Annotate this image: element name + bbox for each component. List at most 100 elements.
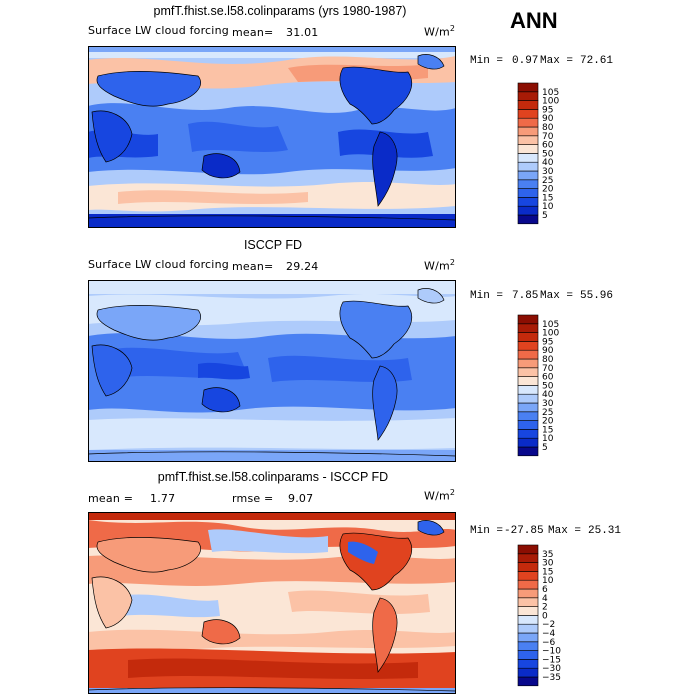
colorbar-swatch — [517, 376, 539, 386]
panel3-units: W/m2 — [424, 488, 456, 503]
colorbar-tick-label: −30 — [542, 664, 561, 674]
colorbar-swatch — [517, 332, 539, 342]
colorbar-tick-label: 10 — [542, 202, 554, 212]
colorbar-tick-label: 100 — [542, 329, 559, 339]
colorbar-tick-label: 105 — [542, 88, 559, 98]
colorbar-tick-label: 30 — [542, 559, 554, 569]
panel2-max-label: Max = — [540, 290, 574, 302]
panel3-map — [88, 512, 456, 694]
season-label: ANN — [510, 8, 558, 33]
colorbar-tick-label: 80 — [542, 355, 554, 365]
colorbar-swatch — [517, 144, 539, 154]
colorbar-tick-label: 15 — [542, 567, 553, 577]
colorbar-swatch — [517, 135, 539, 145]
panel2-max-value: 55.96 — [580, 290, 614, 302]
colorbar-tick-label: −2 — [542, 620, 555, 630]
colorbar-tick-label: 105 — [542, 320, 559, 330]
panel3-colorbar-swatches — [517, 544, 539, 687]
colorbar-swatch — [517, 411, 539, 421]
colorbar-tick-label: −35 — [542, 673, 561, 683]
colorbar-swatch — [517, 588, 539, 599]
colorbar-tick-label: 20 — [542, 185, 554, 195]
panel3-mean-label: mean = — [88, 492, 134, 505]
panel2-units: W/m2 — [424, 258, 456, 273]
colorbar-swatch — [517, 91, 539, 101]
colorbar-tick-label: 60 — [542, 141, 554, 151]
colorbar-swatch — [517, 153, 539, 163]
colorbar-tick-label: 35 — [542, 550, 553, 560]
colorbar-tick-label: −6 — [542, 638, 556, 648]
colorbar-swatch — [517, 437, 539, 448]
colorbar-swatch — [517, 544, 539, 555]
colorbar-tick-label: 15 — [542, 425, 553, 435]
colorbar-tick-label: 5 — [542, 443, 548, 453]
colorbar-swatch — [517, 341, 539, 351]
panel1-min-value: 0.97 — [512, 55, 539, 67]
panel1-variable: Surface LW cloud forcing — [88, 24, 229, 37]
colorbar-tick-label: 0 — [542, 611, 548, 621]
colorbar-swatch — [517, 82, 539, 93]
panel2-title: ISCCP FD — [243, 238, 303, 252]
colorbar-swatch — [517, 659, 539, 669]
colorbar-tick-label: −10 — [542, 647, 561, 657]
colorbar-tick-label: 25 — [542, 408, 553, 418]
panel1-max-label: Max = — [540, 55, 574, 67]
panel3-max-label: Max = — [548, 525, 582, 537]
colorbar-swatch — [517, 205, 539, 216]
colorbar-tick-label: 10 — [542, 434, 554, 444]
colorbar-swatch — [517, 367, 539, 377]
colorbar-tick-label: 4 — [542, 594, 548, 604]
colorbar-tick-label: 40 — [542, 390, 554, 400]
panel1-units: W/m2 — [424, 24, 456, 39]
colorbar-swatch — [517, 126, 539, 137]
colorbar-swatch — [517, 161, 539, 172]
colorbar-swatch — [517, 667, 539, 678]
colorbar-tick-label: 100 — [542, 97, 559, 107]
colorbar-swatch — [517, 100, 539, 110]
colorbar-swatch — [517, 676, 539, 687]
panel3-rmse-value: 9.07 — [288, 492, 314, 505]
colorbar-swatch — [517, 632, 539, 643]
colorbar-tick-label: 70 — [542, 132, 554, 142]
colorbar-swatch — [517, 323, 539, 333]
panel1-mean-value: 31.01 — [286, 26, 319, 39]
panel2-map — [88, 280, 456, 462]
colorbar-tick-label: 90 — [542, 114, 554, 124]
colorbar-swatch — [517, 358, 539, 369]
colorbar-tick-label: −15 — [542, 655, 561, 665]
colorbar-swatch — [517, 553, 539, 563]
panel3-mean-value: 1.77 — [150, 492, 176, 505]
colorbar-swatch — [517, 117, 539, 128]
panel2-mean-value: 29.24 — [286, 260, 319, 273]
colorbar-swatch — [517, 615, 539, 625]
colorbar-tick-label: 90 — [542, 346, 554, 356]
panel2-min-label: Min = — [470, 290, 504, 302]
panel3-title: pmfT.fhist.se.l58.colinparams - ISCCP FD — [157, 470, 389, 484]
colorbar-swatch — [517, 214, 539, 225]
panel1-max-value: 72.61 — [580, 55, 614, 67]
colorbar-tick-label: 5 — [542, 211, 548, 221]
panel3-min-value: -27.85 — [504, 525, 544, 537]
panel1-title: pmfT.fhist.se.l58.colinparams (yrs 1980-… — [153, 4, 407, 18]
colorbar-tick-label: 30 — [542, 399, 554, 409]
colorbar-swatch — [517, 197, 539, 207]
panel2-min-value: 7.85 — [512, 290, 539, 302]
colorbar-swatch — [517, 446, 539, 457]
colorbar-swatch — [517, 109, 539, 119]
colorbar-tick-label: 95 — [542, 337, 553, 347]
colorbar-tick-label: 20 — [542, 417, 554, 427]
panel1-mean-label: mean= — [232, 26, 274, 39]
colorbar-tick-label: 50 — [542, 381, 554, 391]
panel1-min-label: Min = — [470, 55, 504, 67]
colorbar-tick-label: 2 — [542, 603, 548, 613]
panel2-mean-label: mean= — [232, 260, 274, 273]
colorbar-tick-label: −4 — [542, 629, 556, 639]
panel1-map — [88, 46, 456, 228]
panel3-rmse-label: rmse = — [232, 492, 274, 505]
colorbar-tick-label: 25 — [542, 176, 553, 186]
colorbar-tick-label: 70 — [542, 364, 554, 374]
panel2-colorbar-swatches — [517, 314, 539, 457]
colorbar-swatch — [517, 402, 539, 413]
panel2-variable: Surface LW cloud forcing — [88, 258, 229, 271]
